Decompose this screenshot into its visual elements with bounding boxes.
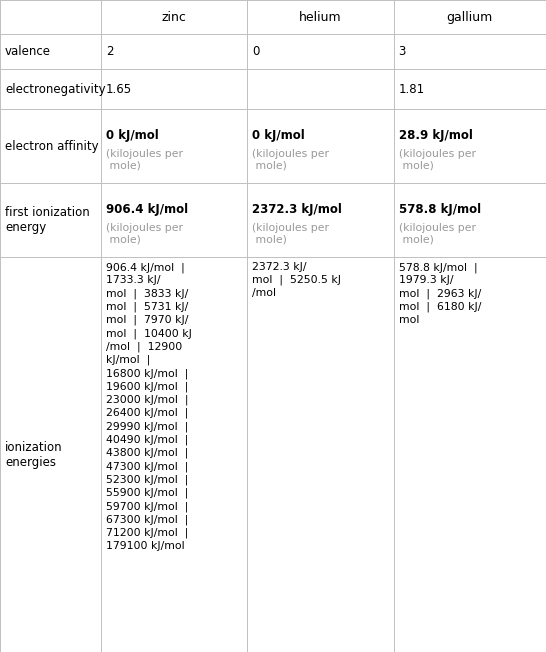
Text: electronegativity: electronegativity (5, 83, 105, 96)
Text: (kilojoules per
 mole): (kilojoules per mole) (252, 223, 329, 244)
Text: 1.65: 1.65 (106, 83, 132, 96)
Text: 0: 0 (252, 45, 260, 58)
Text: valence: valence (5, 45, 51, 58)
Text: 1.81: 1.81 (399, 83, 425, 96)
Text: zinc: zinc (162, 10, 187, 23)
Text: gallium: gallium (447, 10, 493, 23)
Text: ionization
energies: ionization energies (5, 441, 63, 469)
Text: (kilojoules per
 mole): (kilojoules per mole) (399, 149, 476, 170)
Text: 578.8 kJ/mol  |
1979.3 kJ/
mol  |  2963 kJ/
mol  |  6180 kJ/
mol: 578.8 kJ/mol | 1979.3 kJ/ mol | 2963 kJ/… (399, 262, 481, 325)
Text: electron affinity: electron affinity (5, 140, 99, 153)
Text: 906.4 kJ/mol: 906.4 kJ/mol (106, 203, 188, 216)
Text: 2372.3 kJ/mol: 2372.3 kJ/mol (252, 203, 342, 216)
Text: 2: 2 (106, 45, 114, 58)
Text: helium: helium (299, 10, 342, 23)
Text: 2372.3 kJ/
mol  |  5250.5 kJ
/mol: 2372.3 kJ/ mol | 5250.5 kJ /mol (252, 262, 341, 298)
Text: 906.4 kJ/mol  |
1733.3 kJ/
mol  |  3833 kJ/
mol  |  5731 kJ/
mol  |  7970 kJ/
mo: 906.4 kJ/mol | 1733.3 kJ/ mol | 3833 kJ/… (106, 262, 192, 551)
Text: 28.9 kJ/mol: 28.9 kJ/mol (399, 128, 472, 141)
Text: 0 kJ/mol: 0 kJ/mol (106, 128, 159, 141)
Text: (kilojoules per
 mole): (kilojoules per mole) (252, 149, 329, 170)
Text: (kilojoules per
 mole): (kilojoules per mole) (399, 223, 476, 244)
Text: (kilojoules per
 mole): (kilojoules per mole) (106, 149, 183, 170)
Text: 0 kJ/mol: 0 kJ/mol (252, 128, 305, 141)
Text: (kilojoules per
 mole): (kilojoules per mole) (106, 223, 183, 244)
Text: 3: 3 (399, 45, 406, 58)
Text: first ionization
energy: first ionization energy (5, 206, 90, 234)
Text: 578.8 kJ/mol: 578.8 kJ/mol (399, 203, 481, 216)
